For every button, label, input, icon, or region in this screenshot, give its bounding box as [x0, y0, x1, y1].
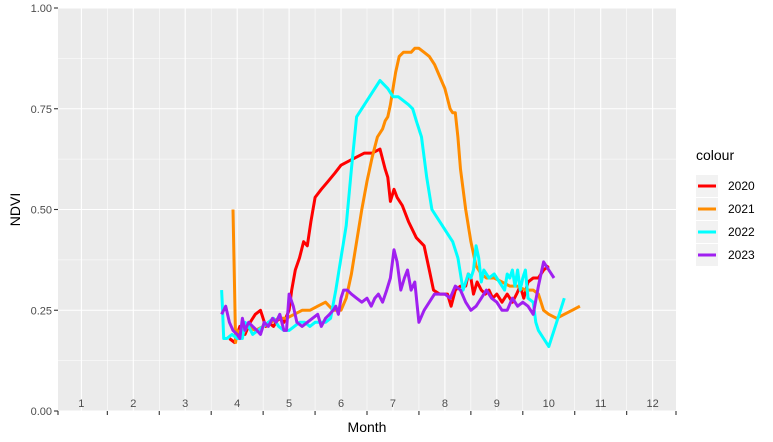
- x-axis-title: Month: [348, 419, 387, 435]
- legend-items: 2020 2021 2022 2023: [696, 175, 755, 266]
- series-lines: [220, 46, 581, 348]
- legend: colour 2020 2021 2022 2023: [696, 147, 755, 266]
- series-line-2023: [220, 248, 556, 340]
- y-tick-label: 0.75: [31, 104, 52, 116]
- x-axis: 1 2 3 4 5 6 7 8 9 10 11 12: [57, 398, 677, 415]
- x-tick-label: 4: [234, 398, 240, 410]
- x-tick-label: 12: [647, 398, 659, 410]
- x-tick-label: 11: [595, 398, 606, 410]
- y-axis: 0.00 0.25 0.50 0.75 1.00: [31, 3, 58, 418]
- y-tick-label: 0.00: [31, 406, 52, 418]
- x-tick-label: 10: [543, 398, 555, 410]
- x-tick-label: 6: [338, 398, 344, 410]
- legend-title: colour: [696, 147, 734, 163]
- legend-label-2022: 2022: [728, 225, 755, 239]
- legend-label-2020: 2020: [728, 179, 755, 193]
- x-tick-label: 9: [494, 398, 500, 410]
- legend-label-2023: 2023: [728, 248, 755, 262]
- y-tick-label: 1.00: [31, 3, 52, 15]
- x-tick-label: 7: [390, 398, 396, 410]
- x-tick-label: 5: [286, 398, 292, 410]
- legend-label-2021: 2021: [728, 202, 755, 216]
- y-tick-label: 0.50: [31, 205, 52, 217]
- x-tick-label: 1: [78, 398, 84, 410]
- x-tick-label: 3: [182, 398, 188, 410]
- y-axis-title: NDVI: [7, 193, 23, 226]
- y-tick-label: 0.25: [31, 305, 52, 317]
- x-tick-label: 8: [442, 398, 448, 410]
- x-tick-label: 2: [130, 398, 136, 410]
